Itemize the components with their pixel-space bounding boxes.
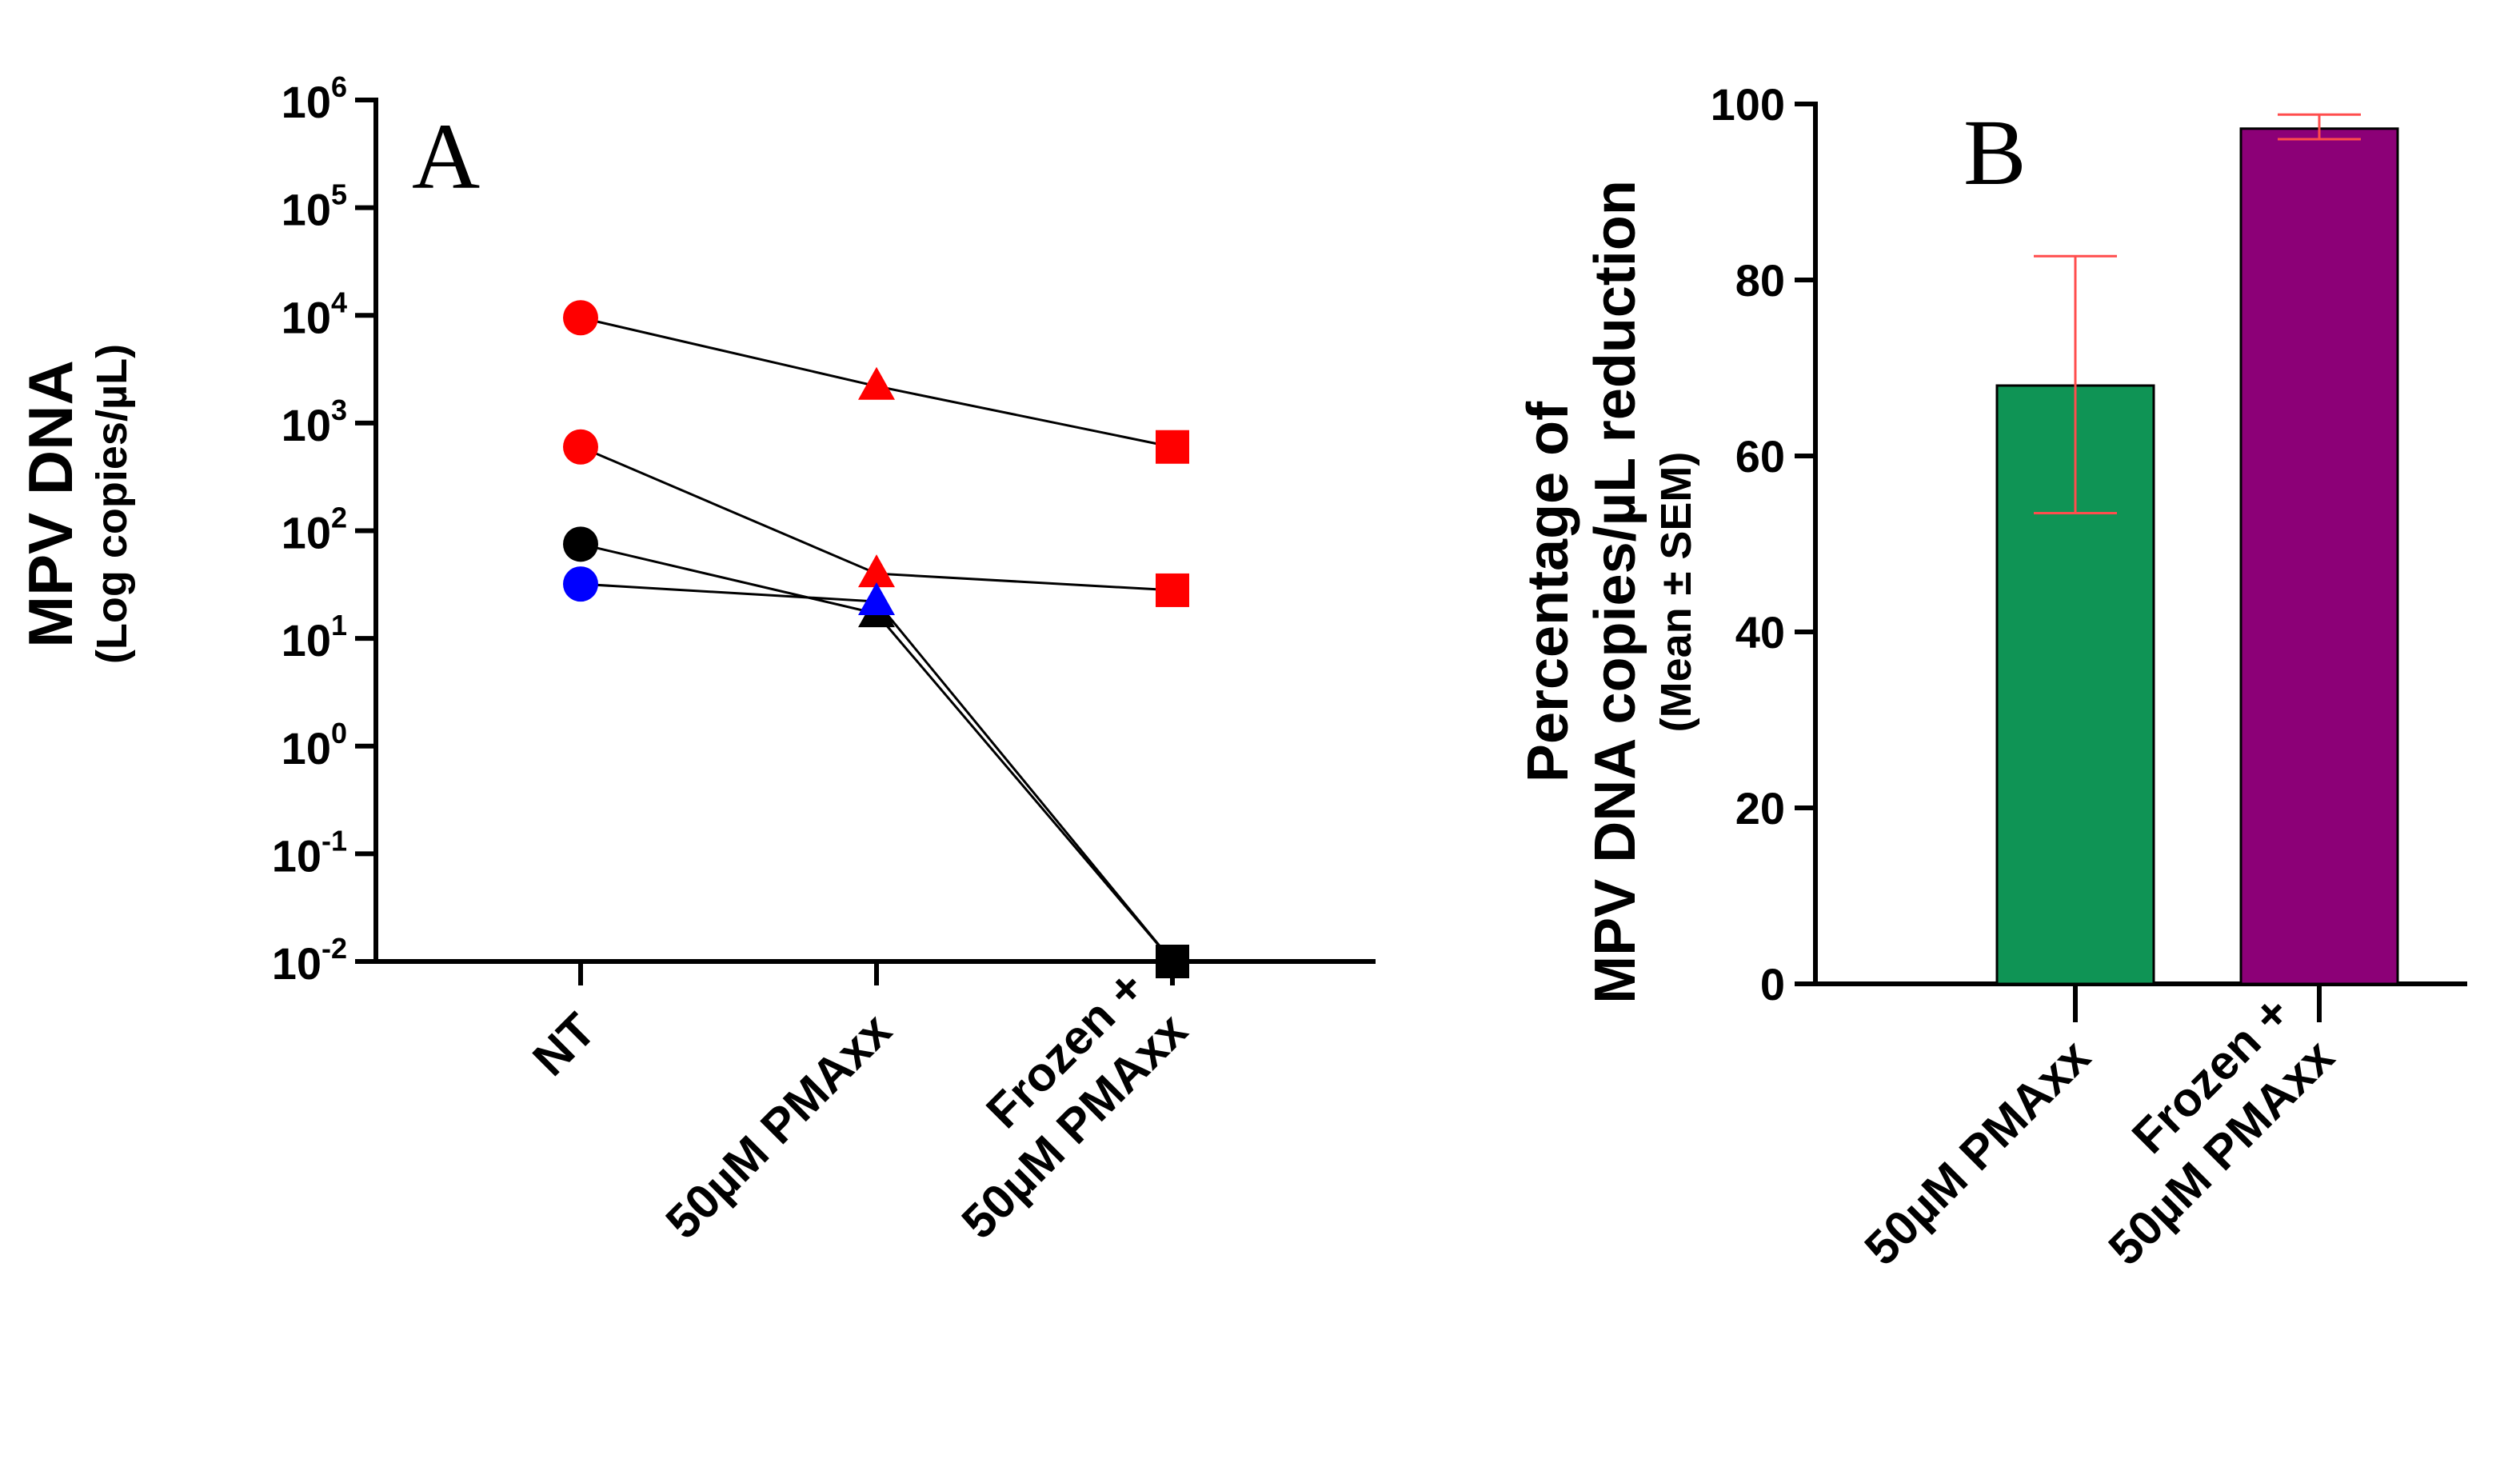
panel-b-y-axis-title: Percentage of MPV DNA copies/µL reductio… — [1516, 180, 1700, 1004]
panel-a-point — [858, 366, 895, 400]
panel-a-y-tick-label: 102 — [282, 502, 347, 558]
panel-a-y-tick-label: 104 — [282, 286, 347, 342]
panel-a-category-label-line: 50µM PMAxx — [656, 1003, 902, 1249]
panel-a-y-tick-label: 101 — [282, 609, 347, 666]
panel-a-point — [858, 554, 895, 588]
panel-b-letter: B — [1963, 100, 2027, 205]
panel-b-category-label-line: 50µM PMAxx — [1855, 1029, 2101, 1276]
panel-b-y-tick-label: 20 — [1735, 783, 1785, 833]
panel-a-y-tick-label: 100 — [282, 717, 347, 773]
panel-a-category-labels: NT 50µM PMAxx Frozen +50µM PMAxx — [522, 960, 1197, 1249]
panel-a-point — [563, 300, 598, 336]
panel-a-y-title-sub: (Log copies/µL) — [88, 344, 136, 664]
panel-b-category-labels: 50µM PMAxx Frozen +50µM PMAxx — [1855, 985, 2345, 1276]
panel-a-point — [858, 582, 895, 616]
panel-a-point — [1156, 430, 1189, 464]
panel-a-y-tick-label: 10-1 — [272, 824, 347, 881]
panel-a-y-tick-label: 103 — [282, 394, 347, 450]
panel-b-bars — [1995, 113, 2399, 985]
panel-a-letter: A — [412, 104, 480, 209]
panel-b-category-label: Frozen +50µM PMAxx — [2099, 985, 2345, 1276]
panel-b-y-tick-label: 80 — [1735, 255, 1785, 306]
panel-a-category-label: NT — [522, 1003, 605, 1086]
panel-b-y-tick-label: 40 — [1735, 607, 1785, 658]
panel-a-category-label: Frozen +50µM PMAxx — [952, 960, 1198, 1249]
panel-a-point — [1156, 945, 1189, 978]
panel-a-axes: 106 105 104 103 102 101 100 10-1 10-2 — [272, 70, 1376, 989]
panel-a-point — [1156, 573, 1189, 607]
panel-b-y-tick-label: 0 — [1760, 959, 1785, 1009]
panel-b-category-label: 50µM PMAxx — [1855, 1029, 2101, 1276]
panel-b-y-title-line-1: Percentage of — [1516, 401, 1580, 782]
panel-b-bar — [2239, 127, 2399, 985]
panel-a-point — [563, 429, 598, 465]
panel-a-y-tick-label: 10-2 — [272, 932, 347, 989]
panel-a-point — [563, 566, 598, 602]
panel-a-series-line — [580, 582, 1174, 962]
panel-b-y-title-sub: (Mean ± SEM) — [1652, 452, 1700, 733]
panel-a-point — [563, 526, 598, 562]
panel-a-category-label: 50µM PMAxx — [656, 1003, 902, 1249]
panel-a-series — [563, 300, 1189, 978]
panel-a: A MPV DNA (Log copies/µL) 10610510410310… — [15, 70, 1376, 1249]
panel-b-y-tick-label: 100 — [1711, 79, 1785, 130]
panel-b: B Percentage of MPV DNA copies/µL reduct… — [1516, 79, 2467, 1275]
panel-a-y-axis-title: MPV DNA (Log copies/µL) — [15, 344, 136, 664]
panel-b-y-tick-label: 60 — [1735, 431, 1785, 482]
panel-a-category-label-line: NT — [522, 1003, 605, 1086]
panel-a-y-title-main: MPV DNA — [15, 360, 86, 648]
panel-a-y-tick-label: 105 — [282, 178, 347, 235]
panel-b-y-title-line-2: MPV DNA copies/µL reduction — [1583, 180, 1647, 1004]
panel-a-y-tick-label: 106 — [282, 70, 347, 127]
